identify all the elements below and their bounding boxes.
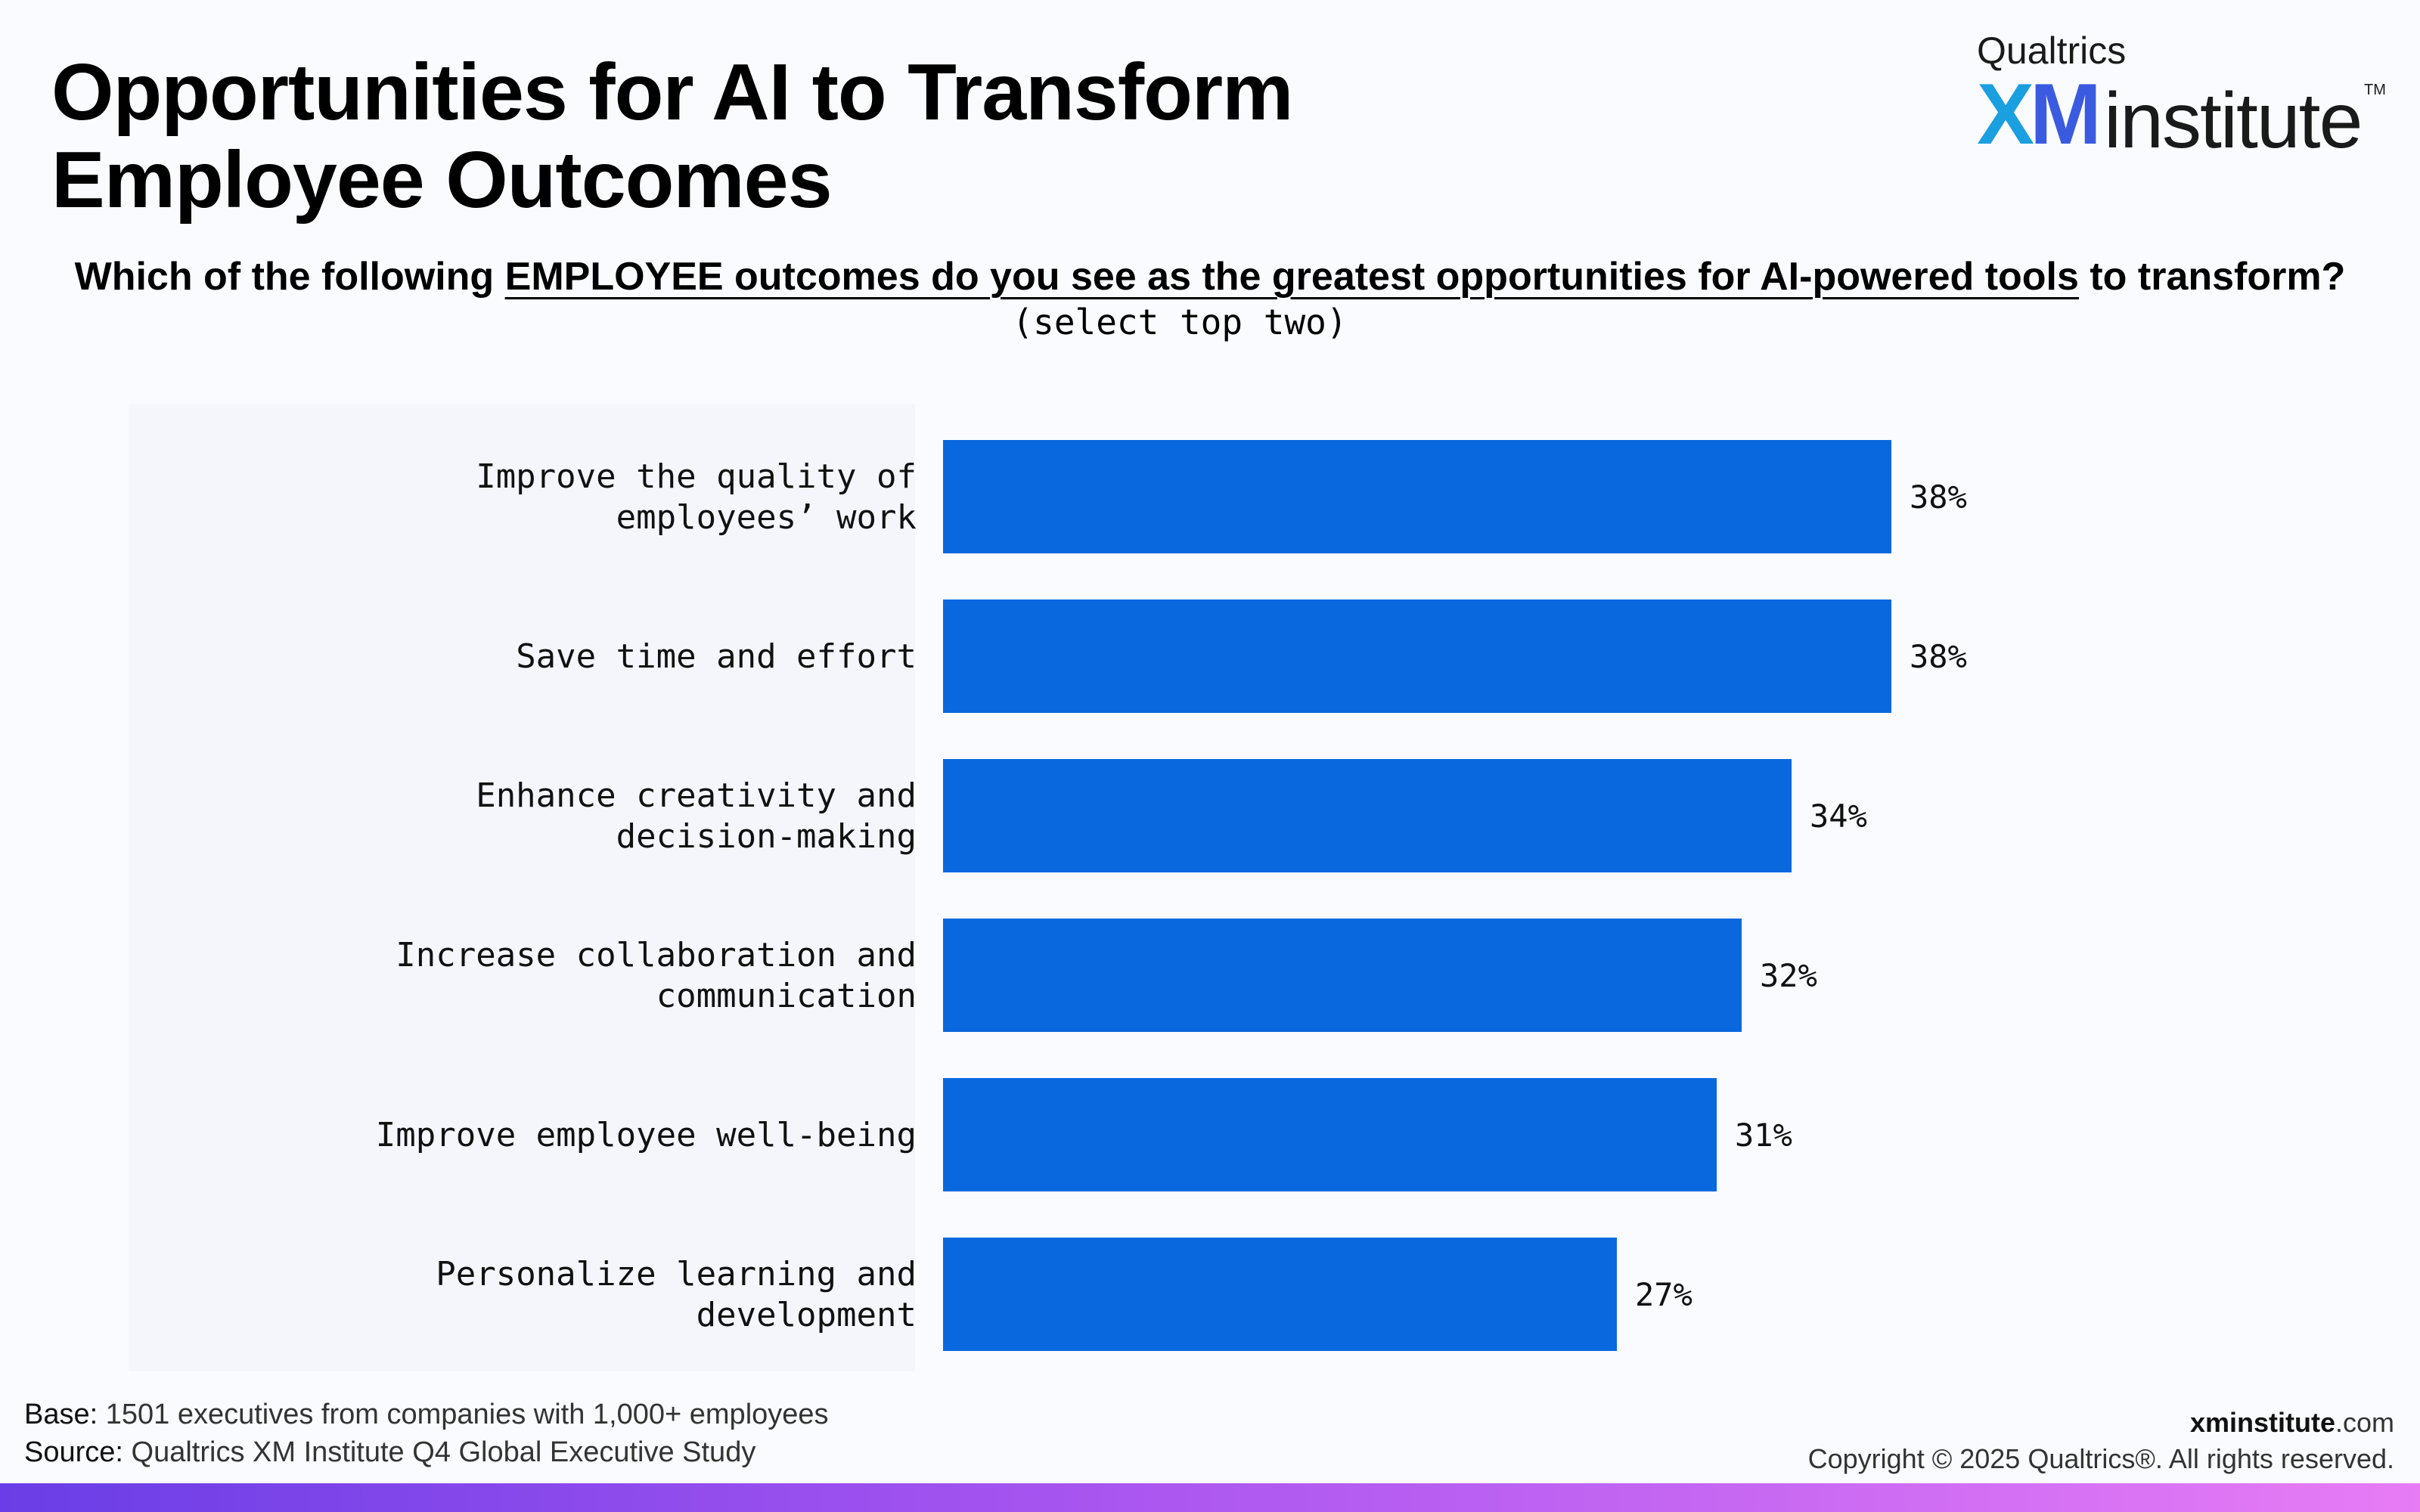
value-label-4: 31% xyxy=(1735,1117,1792,1154)
footer-right: xminstitute.com Copyright © 2025 Qualtri… xyxy=(1808,1405,2394,1477)
source-text: Qualtrics XM Institute Q4 Global Executi… xyxy=(123,1436,756,1468)
base-note: Base: 1501 executives from companies wit… xyxy=(24,1396,829,1433)
page-title-line2: Employee Outcomes xyxy=(51,135,833,225)
category-label-5: Personalize learning and development xyxy=(436,1255,917,1334)
category-label-1: Save time and effort xyxy=(516,637,917,676)
logo-institute-text: institute xyxy=(2104,77,2363,165)
question-pre: Which of the following xyxy=(74,255,505,299)
category-label-line: Personalize learning and xyxy=(436,1255,917,1294)
bar-4 xyxy=(943,1078,1717,1191)
question-post: to transform? xyxy=(2078,255,2346,299)
value-label-0: 38% xyxy=(1910,479,1967,516)
logo-xm-x: X xyxy=(1977,67,2034,163)
category-label-line: communication xyxy=(656,977,917,1015)
category-label-3: Increase collaboration and communication xyxy=(396,936,917,1015)
source-label: Source: xyxy=(24,1436,123,1468)
category-label-line: decision-making xyxy=(616,817,917,856)
page-title-line1: Opportunities for AI to Transform xyxy=(51,48,1293,137)
category-label-line: employees’ work xyxy=(616,498,917,537)
base-label: Base: xyxy=(24,1399,98,1430)
value-label-3: 32% xyxy=(1760,957,1817,994)
base-text: 1501 executives from companies with 1,00… xyxy=(98,1399,829,1430)
category-label-line: Improve employee well-being xyxy=(376,1116,917,1154)
copyright-text: Copyright © 2025 Qualtrics®. All rights … xyxy=(1807,1443,2394,1474)
category-label-line: Enhance creativity and xyxy=(476,776,917,815)
value-label-1: 38% xyxy=(1910,638,1967,675)
category-label-2: Enhance creativity and decision-making xyxy=(476,776,917,856)
category-label-line: Increase collaboration and xyxy=(396,936,917,974)
bar-0 xyxy=(943,440,1891,553)
survey-question: Which of the following EMPLOYEE outcomes… xyxy=(0,251,2420,302)
category-label-0: Improve the quality of employees’ work xyxy=(476,457,917,537)
source-note: Source: Qualtrics XM Institute Q4 Global… xyxy=(24,1433,829,1471)
site-suffix: .com xyxy=(2335,1407,2394,1438)
logo-xm-mark: XM xyxy=(1977,67,2102,163)
bar-3 xyxy=(943,919,1742,1032)
question-underlined: EMPLOYEE outcomes do you see as the grea… xyxy=(504,255,2079,299)
site-name: xminstitute xyxy=(2189,1407,2335,1438)
footer-gradient-bar xyxy=(0,1483,2420,1512)
page-title: Opportunities for AI to Transform Employ… xyxy=(51,48,1293,225)
bar-5 xyxy=(943,1238,1617,1351)
logo-trademark: TM xyxy=(2364,82,2386,98)
question-instruction: (select top two) xyxy=(1012,302,1348,342)
category-label-line: Improve the quality of xyxy=(476,457,917,496)
logo-brand-text: Qualtrics xyxy=(1977,29,2127,72)
category-label-panel xyxy=(129,404,915,1371)
bar-2 xyxy=(943,759,1792,872)
category-label-4: Improve employee well-being xyxy=(376,1116,917,1154)
value-label-2: 34% xyxy=(1810,798,1867,835)
category-label-line: development xyxy=(697,1296,917,1334)
logo-xm-m: M xyxy=(2030,67,2102,163)
bar-1 xyxy=(943,600,1891,713)
base-source-note: Base: 1501 executives from companies wit… xyxy=(24,1396,829,1471)
category-label-line: Save time and effort xyxy=(516,637,917,676)
site-link[interactable]: xminstitute.com xyxy=(1808,1405,2394,1441)
xm-institute-logo: Qualtrics XM institute TM xyxy=(1977,29,2386,165)
value-label-5: 27% xyxy=(1635,1276,1692,1313)
